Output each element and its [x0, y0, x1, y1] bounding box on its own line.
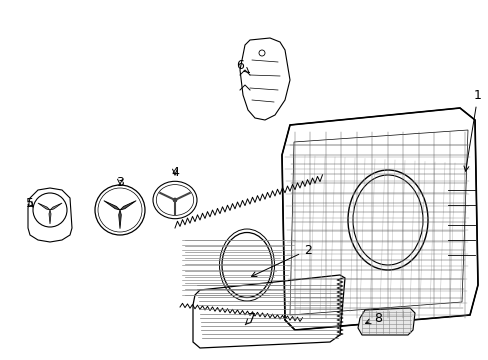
- Ellipse shape: [352, 175, 422, 265]
- Circle shape: [173, 198, 177, 202]
- Polygon shape: [119, 210, 121, 229]
- Polygon shape: [49, 210, 51, 224]
- Polygon shape: [38, 203, 50, 210]
- Polygon shape: [120, 201, 136, 210]
- Polygon shape: [103, 201, 120, 210]
- Text: 1: 1: [463, 89, 481, 171]
- Text: 8: 8: [365, 311, 381, 324]
- Polygon shape: [50, 203, 62, 210]
- Text: 3: 3: [116, 176, 123, 189]
- Ellipse shape: [222, 233, 271, 297]
- Text: 4: 4: [171, 166, 179, 179]
- Text: 5: 5: [26, 197, 34, 210]
- Text: 7: 7: [244, 311, 256, 325]
- Text: 6: 6: [236, 59, 249, 73]
- Text: 2: 2: [251, 243, 311, 276]
- Polygon shape: [357, 308, 414, 335]
